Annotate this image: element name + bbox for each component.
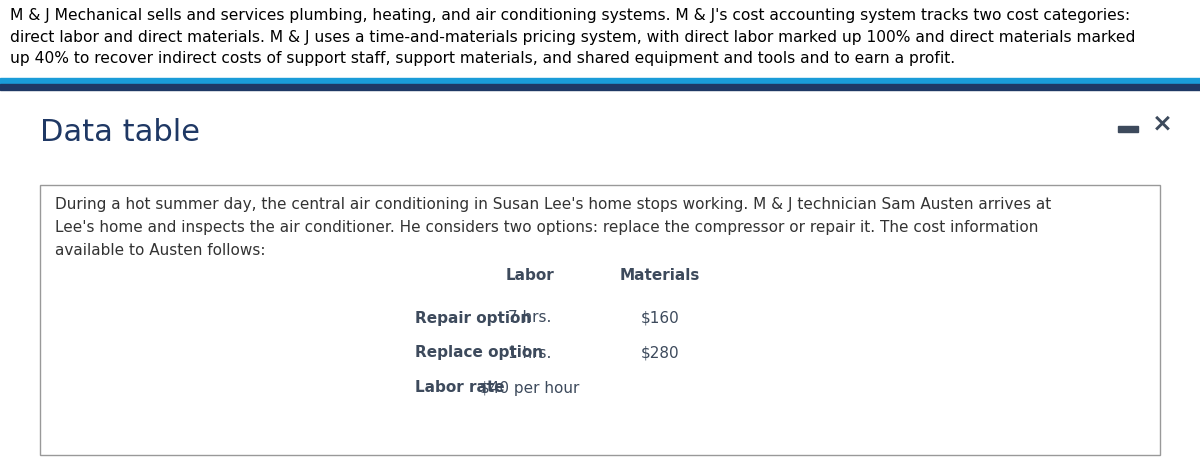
Text: 7 hrs.: 7 hrs. <box>509 310 552 325</box>
Text: Labor rate: Labor rate <box>415 381 505 396</box>
Text: Replace option: Replace option <box>415 345 544 361</box>
Text: $280: $280 <box>641 345 679 361</box>
Text: Materials: Materials <box>620 268 700 283</box>
Text: $160: $160 <box>641 310 679 325</box>
Text: During a hot summer day, the central air conditioning in Susan Lee's home stops : During a hot summer day, the central air… <box>55 197 1051 258</box>
Text: ×: × <box>1152 112 1172 136</box>
Text: 1 hrs.: 1 hrs. <box>509 345 552 361</box>
Text: Repair option: Repair option <box>415 310 532 325</box>
Text: $40 per hour: $40 per hour <box>480 381 580 396</box>
Text: Labor: Labor <box>505 268 554 283</box>
Text: Data table: Data table <box>40 118 200 147</box>
Text: M & J Mechanical sells and services plumbing, heating, and air conditioning syst: M & J Mechanical sells and services plum… <box>10 8 1135 66</box>
